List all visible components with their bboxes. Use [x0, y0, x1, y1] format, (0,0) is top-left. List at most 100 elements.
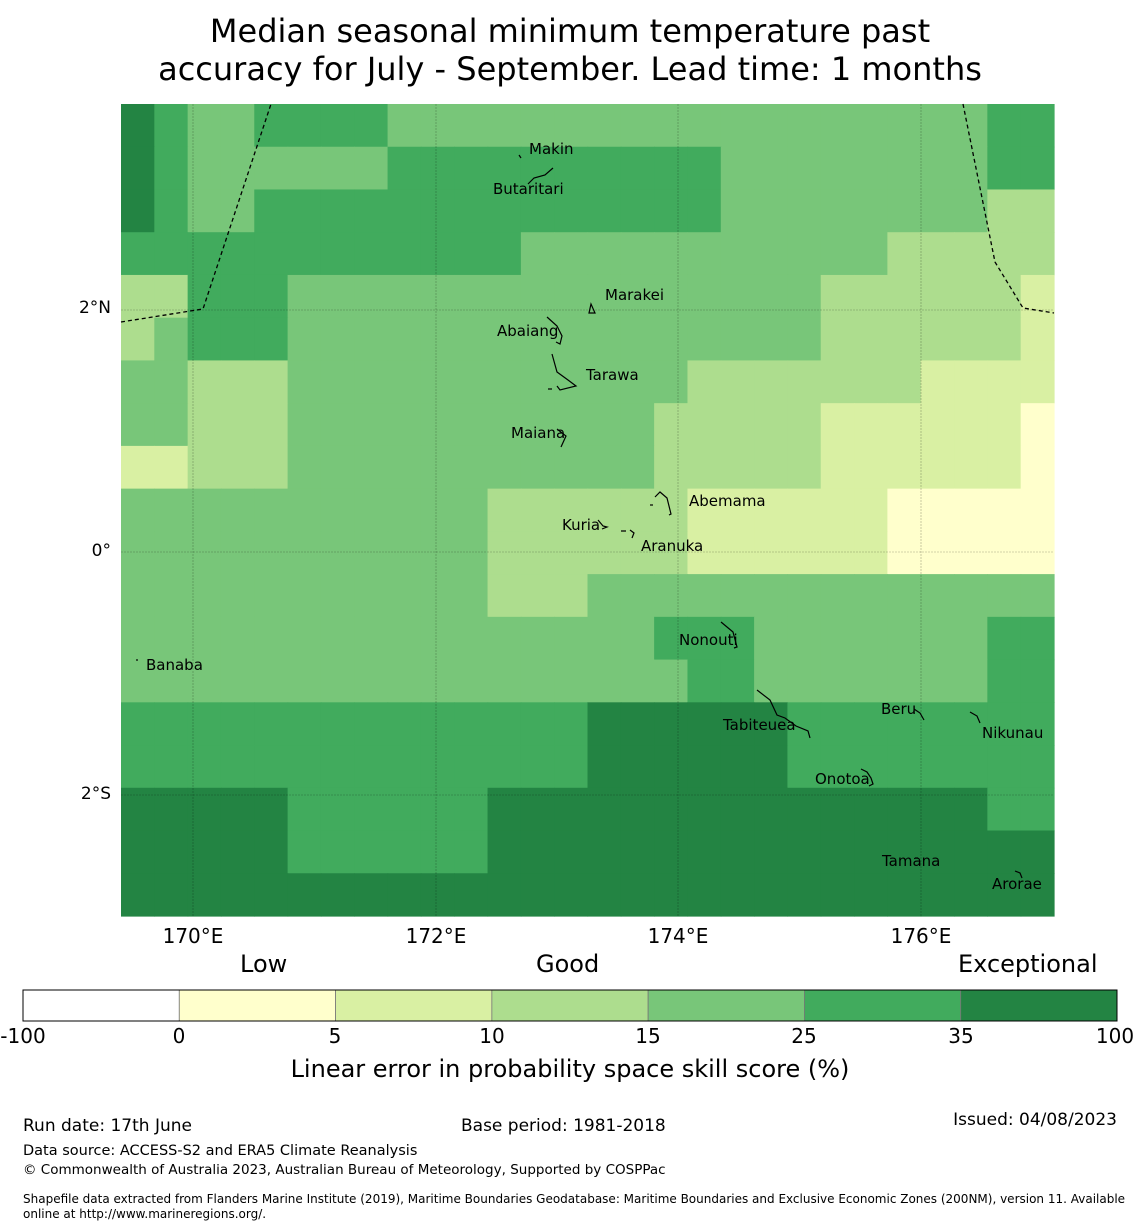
grid-cell	[1020, 787, 1055, 832]
grid-cell	[787, 531, 822, 575]
grid-cell	[354, 104, 389, 148]
grid-cell	[687, 104, 722, 148]
eez-boundary-west	[120, 103, 272, 323]
grid-cell	[787, 616, 822, 661]
grid-cell	[954, 488, 988, 532]
grid-cell	[720, 104, 755, 148]
grid-cell	[920, 445, 955, 490]
colorbar-label: Linear error in probability space skill …	[290, 1055, 850, 1083]
grid-cell	[554, 488, 589, 532]
grid-cell	[654, 146, 689, 191]
grid-cell	[720, 146, 755, 191]
grid-cell	[887, 873, 922, 917]
grid-cell	[754, 274, 789, 319]
grid-cell	[954, 403, 988, 447]
grid-cell	[420, 873, 455, 917]
data-source: Data source: ACCESS-S2 and ERA5 Climate …	[23, 1143, 418, 1159]
grid-cell	[387, 873, 422, 917]
grid-cell	[720, 830, 755, 874]
grid-cell	[787, 830, 822, 874]
grid-cell	[354, 488, 389, 532]
grid-cell	[354, 274, 389, 319]
grid-cell	[121, 232, 155, 276]
grid-cell	[687, 830, 722, 874]
island-outline-onotoa	[860, 768, 874, 787]
grid-cell	[654, 873, 689, 917]
grid-cell	[620, 616, 655, 661]
grid-cell	[620, 659, 655, 703]
grid-cell	[987, 745, 1022, 789]
grid-cell	[320, 830, 355, 874]
grid-cell	[920, 403, 955, 447]
grid-cell	[387, 104, 422, 148]
grid-cell	[154, 488, 189, 532]
grid-cell	[987, 488, 1022, 532]
grid-cell	[487, 360, 522, 404]
grid-cell	[1020, 445, 1055, 490]
grid-cell	[154, 189, 189, 233]
grid-cell	[954, 659, 988, 703]
grid-cell	[687, 274, 722, 319]
grid-cell	[954, 745, 988, 789]
grid-cell	[987, 830, 1022, 874]
grid-cell	[620, 146, 655, 191]
grid-cell	[754, 488, 789, 532]
grid-cell	[587, 445, 622, 490]
grid-cell	[287, 189, 322, 233]
grid-cell	[854, 531, 888, 575]
grid-cell	[354, 531, 389, 575]
grid-cell	[687, 360, 722, 404]
grid-cell	[887, 745, 922, 789]
grid-cell	[154, 616, 189, 661]
grid-cell	[754, 403, 789, 447]
grid-cell	[320, 531, 355, 575]
grid-cell	[820, 403, 855, 447]
grid-cell	[254, 146, 289, 191]
grid-cell	[287, 232, 322, 276]
grid-cell	[254, 873, 289, 917]
island-outline-nonouti	[720, 621, 738, 649]
grid-cell	[387, 445, 422, 490]
grid-cell	[820, 189, 855, 233]
island-outline-tarawa	[551, 353, 578, 391]
island-label-tabiteuea: Tabiteuea	[723, 716, 796, 734]
grid-cell	[854, 659, 888, 703]
grid-cell	[787, 317, 822, 362]
grid-cell	[887, 189, 922, 233]
grid-cell	[654, 574, 689, 618]
colorbar-tick-label: 100	[1095, 1024, 1135, 1048]
island-outline-abemama	[654, 491, 672, 516]
grid-cell	[487, 445, 522, 490]
grid-cell	[854, 787, 888, 832]
grid-cell	[620, 574, 655, 618]
grid-cell	[620, 745, 655, 789]
grid-cell	[320, 787, 355, 832]
grid-cell	[620, 873, 655, 917]
grid-cell	[920, 232, 955, 276]
colorbar-segment	[22, 989, 180, 1022]
grid-cell	[887, 787, 922, 832]
grid-cell	[320, 317, 355, 362]
grid-cell	[1020, 488, 1055, 532]
grid-cell	[187, 745, 222, 789]
grid-cell	[487, 146, 522, 191]
grid-cell	[354, 745, 389, 789]
grid-cell	[754, 574, 789, 618]
grid-cell	[487, 745, 522, 789]
grid-cell	[854, 232, 888, 276]
grid-cell	[820, 274, 855, 319]
grid-cell	[587, 488, 622, 532]
grid-cell	[387, 531, 422, 575]
grid-cell	[287, 445, 322, 490]
grid-cell	[254, 403, 289, 447]
grid-cell	[121, 787, 155, 832]
grid-cell	[587, 873, 622, 917]
grid-cell	[554, 531, 589, 575]
grid-cell	[320, 873, 355, 917]
grid-cell	[920, 488, 955, 532]
grid-cell	[587, 702, 622, 746]
grid-cell	[854, 873, 888, 917]
grid-cell	[220, 745, 255, 789]
grid-cell	[620, 189, 655, 233]
grid-cell	[220, 274, 255, 319]
